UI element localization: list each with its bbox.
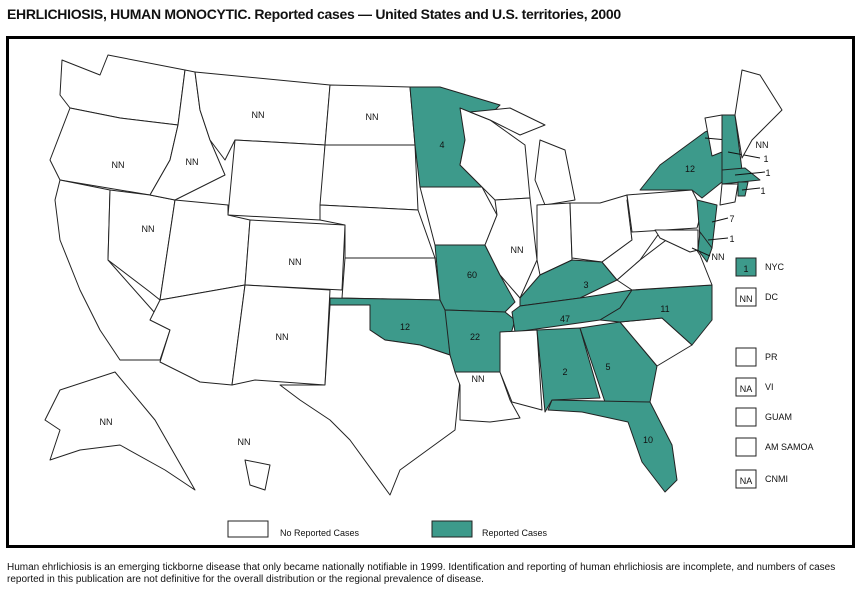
state-label-mo: 60: [467, 270, 477, 280]
state-label-la: NN: [472, 374, 485, 384]
state-fl: [547, 399, 678, 493]
legend-label-reported: Reported Cases: [482, 528, 548, 538]
territory-name: VI: [765, 382, 774, 392]
state-me: [734, 69, 783, 159]
state-label-mt: NN: [252, 110, 265, 120]
state-ms: [499, 329, 543, 411]
state-label-nj: 7: [729, 214, 734, 224]
map-frame: [6, 36, 855, 548]
state-label-fl: 10: [643, 435, 653, 445]
state-ri: [737, 181, 749, 197]
territory-nyc: 1 NYC: [735, 257, 785, 277]
state-al: [536, 327, 601, 413]
territory-swatch: [735, 437, 757, 457]
territory-value: NA: [740, 476, 753, 486]
state-label-or: NN: [112, 160, 125, 170]
territory-dc: NN DC: [735, 287, 778, 307]
state-mi: [534, 139, 576, 206]
territory-swatch: [735, 347, 757, 367]
state-ks: [341, 257, 441, 301]
state-ia: [419, 186, 498, 246]
state-label-nm: NN: [276, 332, 289, 342]
state-label-ny: 12: [685, 164, 695, 174]
map-title: EHRLICHIOSIS, HUMAN MONOCYTIC. Reported …: [7, 6, 621, 22]
legend-swatch-reported: [431, 520, 473, 538]
legend-label-none: No Reported Cases: [280, 528, 360, 538]
state-ga: [579, 321, 658, 403]
territory-swatch: [735, 469, 757, 489]
state-wy: [227, 139, 326, 221]
leader-line: [741, 187, 761, 191]
state-il: [484, 197, 538, 299]
state-label-ok: 12: [400, 322, 410, 332]
state-co: [244, 219, 346, 291]
state-label-md: NN: [712, 252, 725, 262]
state-pa: [626, 189, 703, 233]
territory-vi: NA VI: [735, 377, 774, 397]
state-nm: [231, 284, 331, 386]
territory-cnmi: NA CNMI: [735, 469, 788, 489]
state-label-ma: 1: [765, 168, 770, 178]
state-label-ga: 5: [605, 362, 610, 372]
state-label-nh: 1: [763, 154, 768, 164]
state-ma: [721, 167, 761, 185]
territory-name: GUAM: [765, 412, 792, 422]
territory-name: CNMI: [765, 474, 788, 484]
state-label-ak: NN: [100, 417, 113, 427]
state-label-ri: 1: [760, 186, 765, 196]
territory-value: NA: [740, 384, 753, 394]
state-de: [697, 231, 713, 263]
territory-swatch: [735, 407, 757, 427]
legend-swatch-none: [227, 520, 269, 538]
territory-name: NYC: [765, 262, 785, 272]
state-label-hi: NN: [238, 437, 251, 447]
leader-line: [707, 237, 729, 241]
state-label-tn: 47: [560, 314, 570, 324]
state-sd: [319, 144, 419, 211]
state-mi: [469, 107, 546, 136]
state-label-ky: 3: [583, 280, 588, 290]
state-label-nv: NN: [142, 224, 155, 234]
state-label-id: NN: [186, 157, 199, 167]
state-label-co: NN: [289, 257, 302, 267]
territory-value: 1: [743, 264, 748, 274]
leader-line: [711, 217, 729, 223]
state-label-al: 2: [562, 367, 567, 377]
state-label-mn: 4: [439, 140, 444, 150]
territory-name: AM SAMOA: [765, 442, 814, 452]
state-label-vt: NN: [756, 140, 769, 150]
territory-name: DC: [765, 292, 778, 302]
state-tx: [279, 304, 461, 496]
state-ak: [44, 371, 196, 491]
state-label-ar: 22: [470, 332, 480, 342]
territory-pr: PR: [735, 347, 778, 367]
state-label-de: 1: [729, 234, 734, 244]
territory-swatch: [735, 287, 757, 307]
state-md: [654, 229, 699, 253]
territory-value: NN: [740, 294, 753, 304]
territory-swatch: [735, 377, 757, 397]
state-label-nd: NN: [366, 112, 379, 122]
state-label-nc: 11: [660, 304, 669, 314]
leader-line: [691, 247, 711, 257]
state-ct: [719, 183, 739, 206]
territory-guam: GUAM: [735, 407, 792, 427]
footnote: Human ehrlichiosis is an emerging tickbo…: [7, 562, 836, 585]
territory-name: PR: [765, 352, 778, 362]
state-nc: [599, 284, 713, 346]
territory-am-samoa: AM SAMOA: [735, 437, 814, 457]
territory-swatch: [735, 257, 757, 277]
leader-line: [734, 171, 766, 176]
state-hi: [244, 459, 271, 491]
state-label-il: NN: [511, 245, 524, 255]
